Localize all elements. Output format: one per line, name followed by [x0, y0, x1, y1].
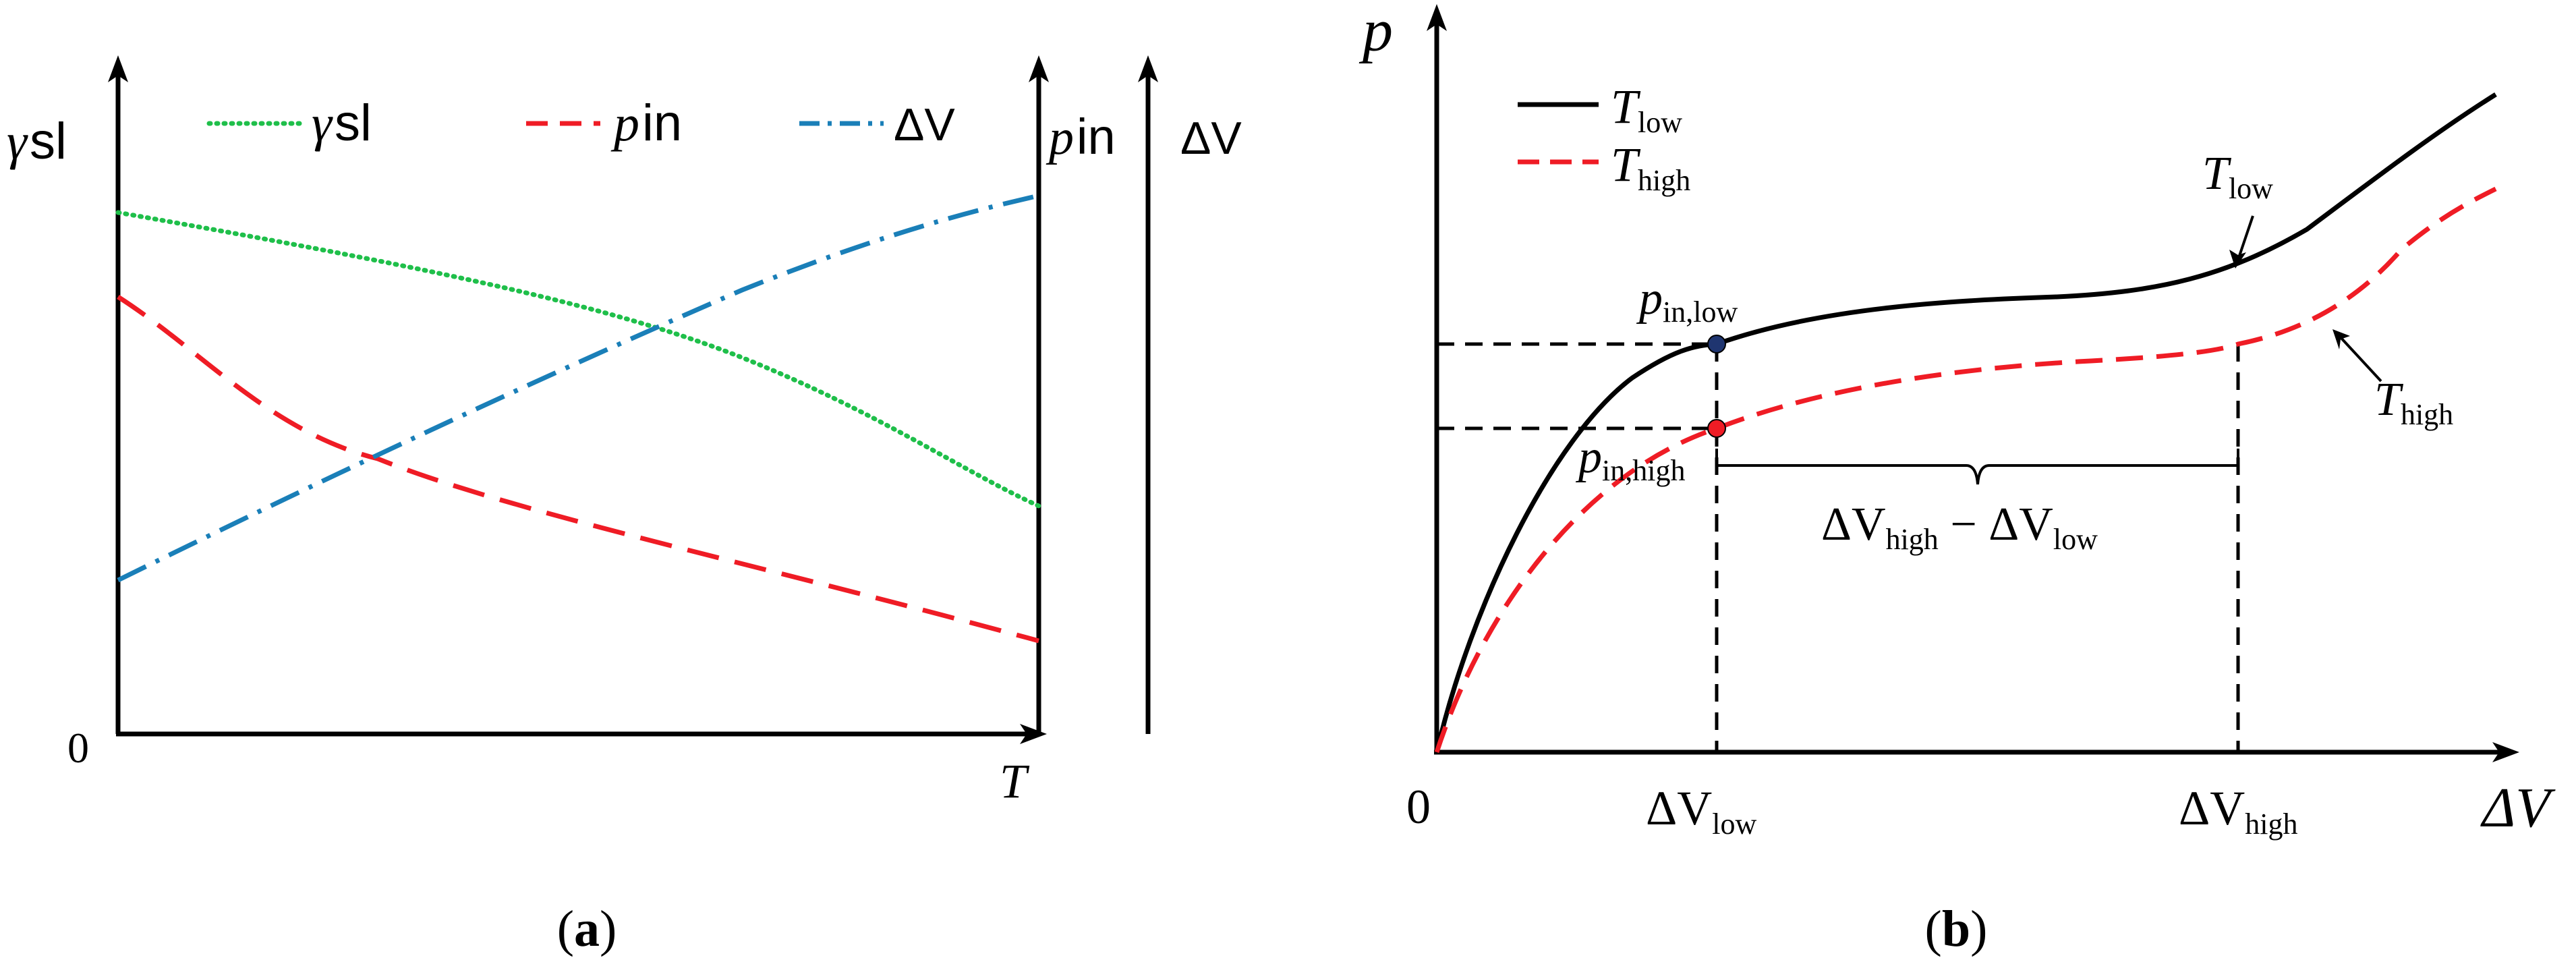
panel-a-origin-label: 0 [67, 724, 89, 772]
legend-gamma-sl-label: γsl [312, 94, 372, 152]
legend-t-low-label: Tlow [1611, 80, 1682, 139]
legend-t-high-label: Thigh [1611, 138, 1690, 197]
legend-delta-v-label: ΔV [894, 99, 955, 150]
panel-a-right-axis-pin-arrow [1029, 55, 1049, 82]
panel-b-y-axis-arrow [1427, 4, 1447, 31]
panel-b-reference-lines [1437, 342, 2240, 752]
panel-a-curve-gamma-sl [115, 210, 1041, 509]
curve-label-t-low: Tlow [2202, 148, 2273, 205]
panel-b-origin-label: 0 [1406, 780, 1431, 834]
panel-b-brace [1715, 449, 2239, 485]
curve-label-t-high-pointer-head [2332, 329, 2350, 349]
legend-p-in-label: pin [610, 94, 682, 152]
panel-b-curve-t-low [1434, 92, 2497, 753]
panel-a-right-axis-label-dv: ΔV [1180, 113, 1242, 164]
panel-b-x-axis-arrow [2492, 742, 2519, 762]
panel-b-legend: Tlow Thigh [1518, 80, 1690, 197]
panel-a-left-axis-label: γsl [7, 113, 67, 170]
panel-b-caption: (b) [1925, 901, 1988, 957]
panel-a-right-axis-dv-arrow [1138, 55, 1158, 82]
panel-b: Tlow Thigh Tlow Thigh pin,low pin,high Δ… [1358, 0, 2556, 957]
curve-label-t-high: Thigh [2374, 374, 2453, 431]
panel-a-curve-p-in [117, 295, 1039, 644]
panel-a-x-axis-label: T [1000, 754, 1030, 808]
panel-b-y-axis-label: p [1358, 0, 1393, 64]
point-p-in-high [1707, 419, 1726, 438]
curve-label-t-low-pointer-head [2229, 250, 2246, 268]
curve-label-t-low-pointer [2237, 215, 2254, 260]
x-tick-label-dv-high: ΔVhigh [2179, 781, 2298, 841]
point-p-in-low [1707, 335, 1726, 353]
panel-a-legend: γsl pin ΔV [206, 94, 955, 152]
panel-a-left-axis-arrow [108, 55, 128, 82]
brace-label: ΔVhigh − ΔVlow [1821, 499, 2098, 556]
panel-a: γsl pin ΔV 0 T γsl pin ΔV (a) [7, 55, 1242, 957]
point-label-p-in-low: pin,low [1636, 273, 1738, 329]
panel-a-caption: (a) [557, 901, 617, 957]
panel-a-x-axis-arrow [1020, 724, 1047, 744]
panel-b-curve-t-high [1434, 186, 2497, 754]
x-tick-label-dv-low: ΔVlow [1646, 781, 1757, 841]
panel-a-curve-delta-v [117, 193, 1039, 583]
panel-b-x-axis-label: ΔV [2480, 776, 2556, 839]
panel-a-right-axis-label-pin: pin [1046, 109, 1116, 165]
point-label-p-in-high: pin,high [1575, 431, 1685, 487]
curve-label-t-high-pointer [2338, 335, 2382, 383]
